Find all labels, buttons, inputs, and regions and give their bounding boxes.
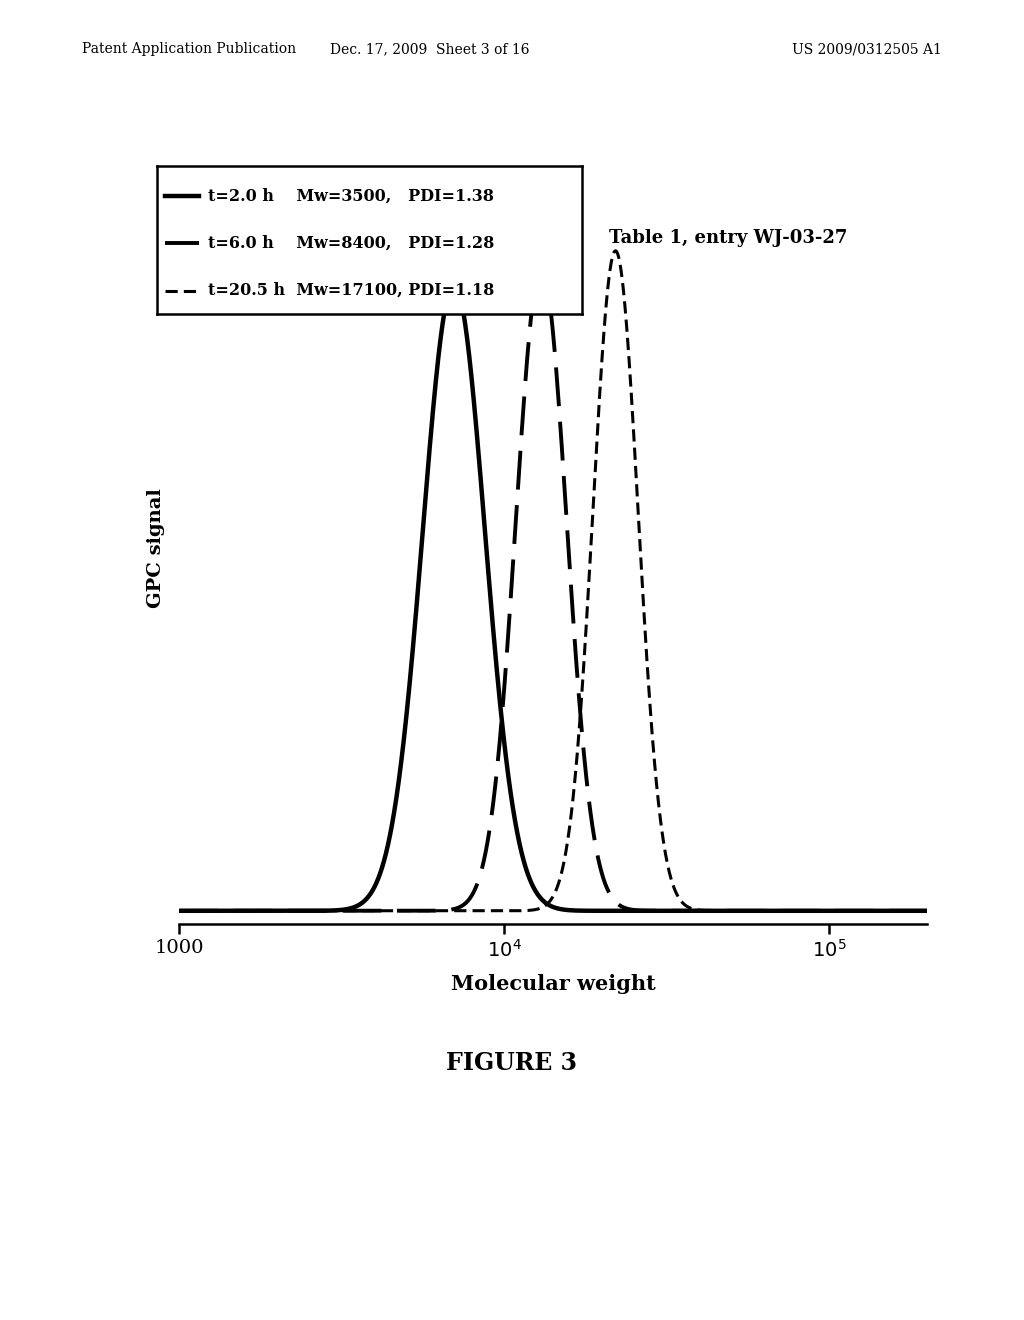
Text: FIGURE 3: FIGURE 3	[446, 1051, 578, 1074]
Text: Patent Application Publication: Patent Application Publication	[82, 42, 296, 57]
Text: t=20.5 h  Mw=17100, PDI=1.18: t=20.5 h Mw=17100, PDI=1.18	[208, 282, 494, 300]
Text: Dec. 17, 2009  Sheet 3 of 16: Dec. 17, 2009 Sheet 3 of 16	[331, 42, 529, 57]
Text: US 2009/0312505 A1: US 2009/0312505 A1	[793, 42, 942, 57]
Text: t=6.0 h    Mw=8400,   PDI=1.28: t=6.0 h Mw=8400, PDI=1.28	[208, 235, 494, 252]
Y-axis label: GPC signal: GPC signal	[147, 488, 165, 607]
Text: t=2.0 h    Mw=3500,   PDI=1.38: t=2.0 h Mw=3500, PDI=1.38	[208, 187, 494, 205]
Text: Table 1, entry WJ-03-27: Table 1, entry WJ-03-27	[609, 228, 848, 247]
X-axis label: Molecular weight: Molecular weight	[451, 974, 655, 994]
